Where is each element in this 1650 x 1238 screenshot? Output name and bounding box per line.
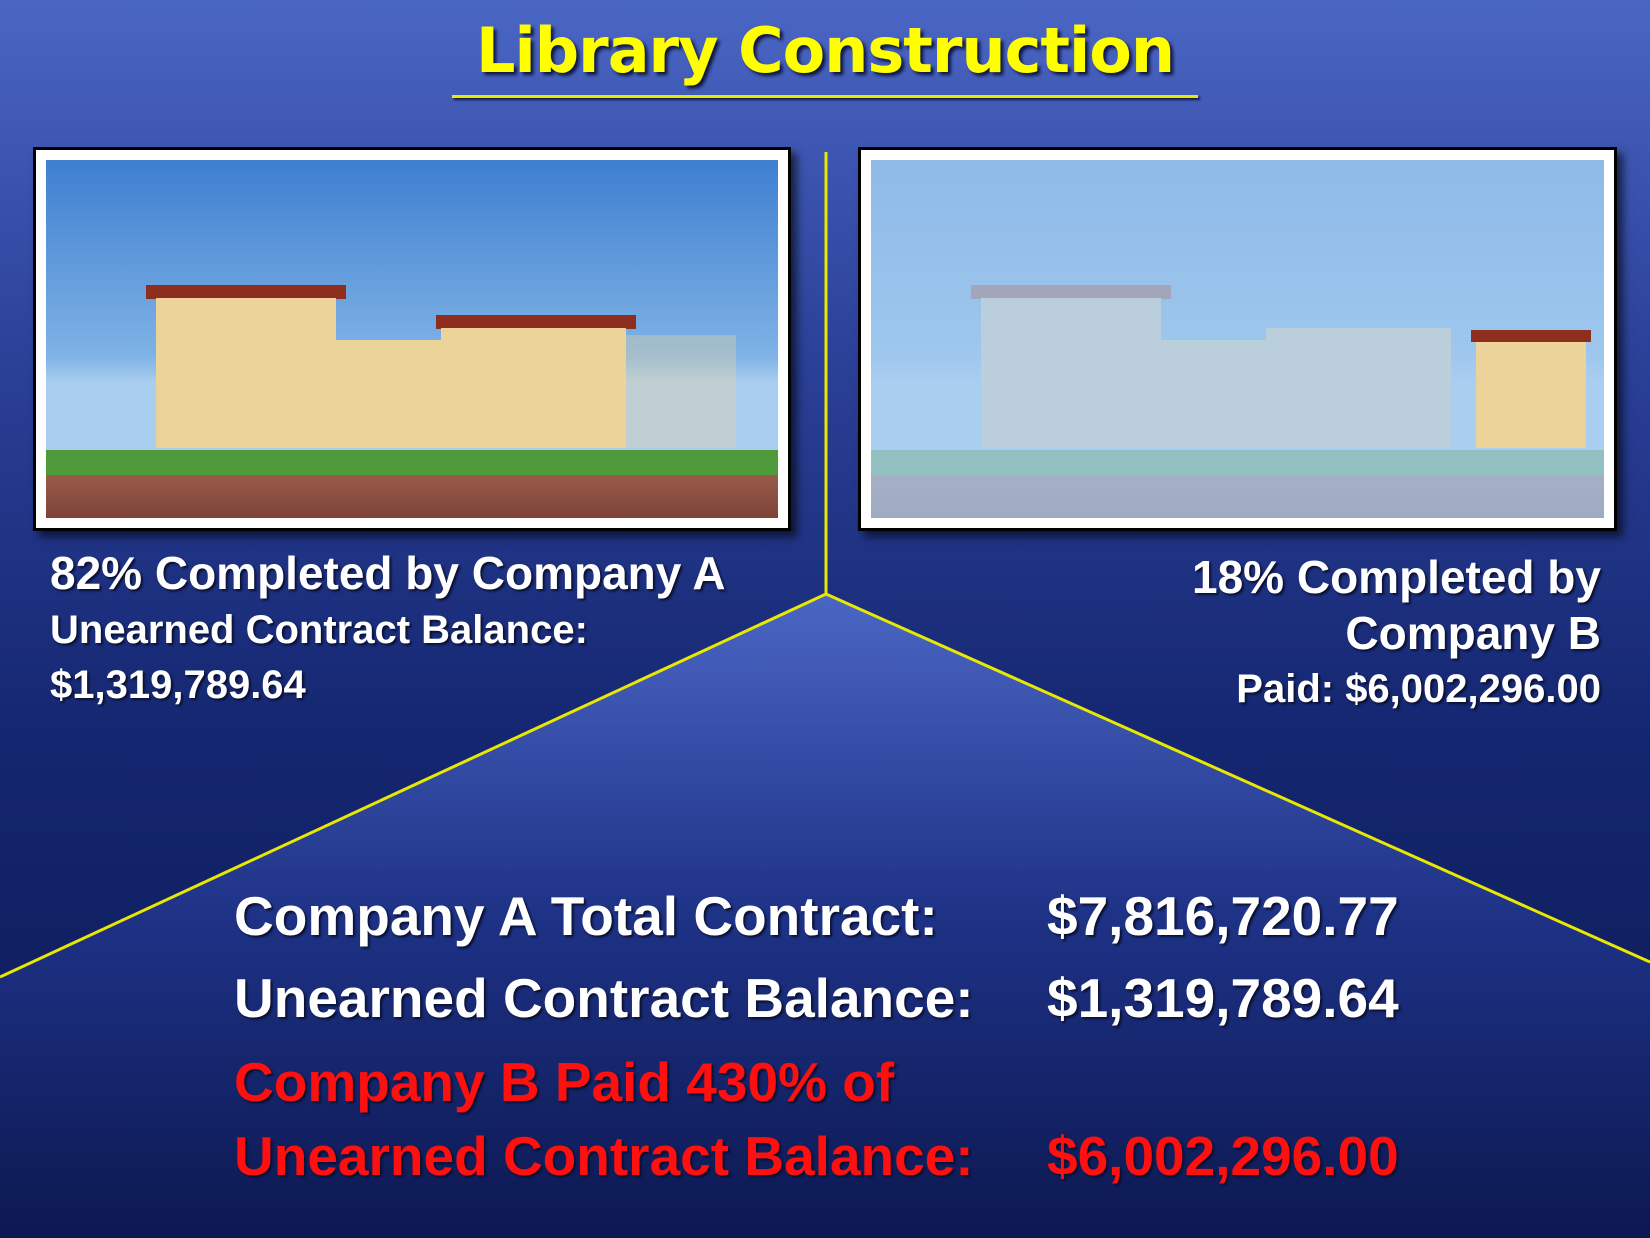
library-photo-company-a [46, 160, 778, 518]
library-photo-company-b [871, 160, 1604, 518]
title-underline [452, 95, 1198, 98]
unearned-balance-label: Unearned Contract Balance: [234, 967, 974, 1029]
summary-wedge [0, 594, 1650, 1238]
company-a-completion: 82% Completed by Company A [50, 547, 726, 599]
highlight-paid-value: $6,002,296.00 [1047, 1125, 1399, 1187]
left-photo-frame [33, 147, 791, 531]
company-a-balance-value: $1,319,789.64 [50, 663, 306, 707]
highlight-balance-label: Unearned Contract Balance: [234, 1125, 974, 1187]
company-a-balance-label: Unearned Contract Balance: [50, 608, 588, 652]
company-b-paid-percent: Company B Paid 430% of [234, 1051, 895, 1113]
company-b-name: Company B [1345, 607, 1601, 659]
unearned-balance-value: $1,319,789.64 [1047, 967, 1399, 1029]
company-b-paid: Paid: $6,002,296.00 [1236, 667, 1601, 711]
right-diagonal-divider [825, 592, 1650, 964]
right-photo-frame [858, 147, 1617, 531]
total-contract-value: $7,816,720.77 [1047, 885, 1399, 947]
left-diagonal-divider [0, 592, 827, 979]
company-b-completion: 18% Completed by [1192, 551, 1601, 603]
page-title: Library Construction [476, 14, 1175, 87]
total-contract-label: Company A Total Contract: [234, 885, 938, 947]
